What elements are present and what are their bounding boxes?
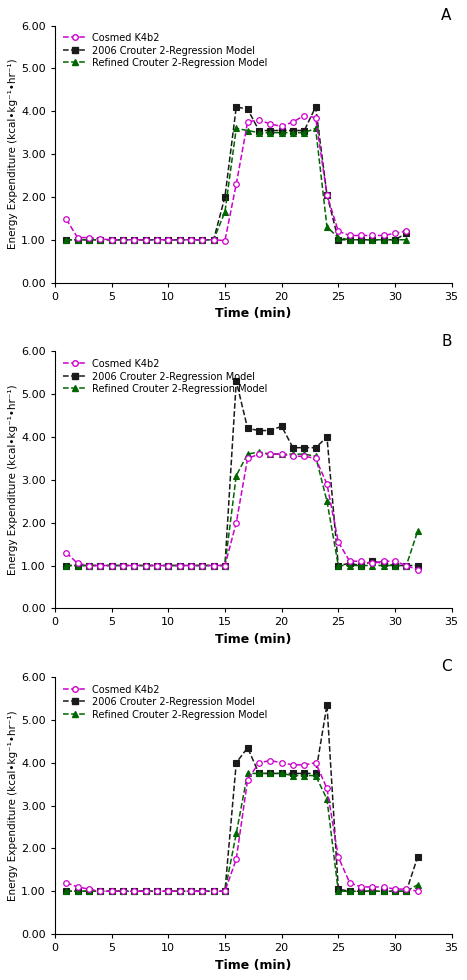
X-axis label: Time (min): Time (min) [215,633,291,646]
Y-axis label: Energy Expenditure (kcal•kg⁻¹•hr⁻¹): Energy Expenditure (kcal•kg⁻¹•hr⁻¹) [8,710,18,901]
Y-axis label: Energy Expenditure (kcal•kg⁻¹•hr⁻¹): Energy Expenditure (kcal•kg⁻¹•hr⁻¹) [8,59,18,249]
Text: B: B [441,334,452,349]
Legend: Cosmed K4b2, 2006 Crouter 2-Regression Model, Refined Crouter 2-Regression Model: Cosmed K4b2, 2006 Crouter 2-Regression M… [60,356,270,397]
Text: A: A [441,8,452,23]
Legend: Cosmed K4b2, 2006 Crouter 2-Regression Model, Refined Crouter 2-Regression Model: Cosmed K4b2, 2006 Crouter 2-Regression M… [60,30,270,72]
Text: C: C [441,660,452,674]
X-axis label: Time (min): Time (min) [215,958,291,971]
Y-axis label: Energy Expenditure (kcal•kg⁻¹•hr⁻¹): Energy Expenditure (kcal•kg⁻¹•hr⁻¹) [8,384,18,575]
Legend: Cosmed K4b2, 2006 Crouter 2-Regression Model, Refined Crouter 2-Regression Model: Cosmed K4b2, 2006 Crouter 2-Regression M… [60,682,270,722]
X-axis label: Time (min): Time (min) [215,307,291,320]
